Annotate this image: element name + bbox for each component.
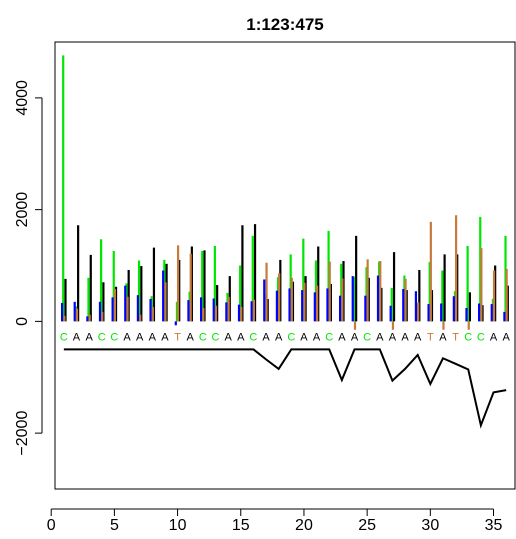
base-call-label: A	[376, 331, 384, 343]
base-call-label: A	[85, 331, 93, 343]
base-call-label: C	[212, 331, 220, 343]
base-call-label: C	[464, 331, 472, 343]
y-tick-label: −2000	[14, 411, 31, 456]
base-call-label: T	[427, 331, 434, 343]
y-tick-label: 4000	[14, 80, 31, 116]
base-call-label: A	[73, 331, 81, 343]
base-call-label: A	[351, 331, 359, 343]
x-tick-label: 25	[358, 517, 376, 534]
base-call-label: A	[490, 331, 498, 343]
base-call-label: A	[338, 331, 346, 343]
x-tick-label: 10	[169, 517, 187, 534]
base-call-label: A	[149, 331, 157, 343]
base-call-label: C	[287, 331, 295, 343]
x-tick-label: 35	[485, 517, 503, 534]
base-call-label: A	[187, 331, 195, 343]
x-tick-label: 5	[110, 517, 119, 534]
base-call-label: T	[452, 331, 459, 343]
y-tick-label: 0	[14, 317, 31, 326]
x-tick-label: 15	[232, 517, 250, 534]
base-call-label: A	[300, 331, 308, 343]
x-tick-label: 20	[295, 517, 313, 534]
base-call-label: C	[325, 331, 333, 343]
base-call-label: C	[249, 331, 257, 343]
quality-line	[63, 348, 507, 429]
base-call-label: C	[98, 331, 106, 343]
base-call-label: T	[174, 331, 181, 343]
x-tick-label: 0	[47, 517, 56, 534]
base-call-label: C	[60, 331, 68, 343]
base-call-label: A	[414, 331, 422, 343]
base-call-label: A	[123, 331, 131, 343]
x-tick-label: 30	[421, 517, 439, 534]
y-tick-label: 2000	[14, 192, 31, 228]
base-call-label: A	[136, 331, 144, 343]
base-call-label: C	[477, 331, 485, 343]
base-call-label: A	[224, 331, 232, 343]
base-call-label: A	[262, 331, 270, 343]
base-call-label: A	[275, 331, 283, 343]
chart-title: 1:123:475	[246, 15, 324, 34]
base-call-label: A	[389, 331, 397, 343]
base-call-label: A	[161, 331, 169, 343]
base-call-label: A	[237, 331, 245, 343]
base-call-label: C	[363, 331, 371, 343]
base-call-label: A	[313, 331, 321, 343]
base-call-label: A	[439, 331, 447, 343]
plot-frame	[54, 41, 516, 490]
base-call-label: C	[110, 331, 118, 343]
axes: 0 5 10 15 20 25 30 35 −2000 0 2000 4000	[14, 41, 516, 534]
base-call-label: C	[199, 331, 207, 343]
base-call-label: A	[401, 331, 409, 343]
base-call-label: A	[502, 331, 510, 343]
